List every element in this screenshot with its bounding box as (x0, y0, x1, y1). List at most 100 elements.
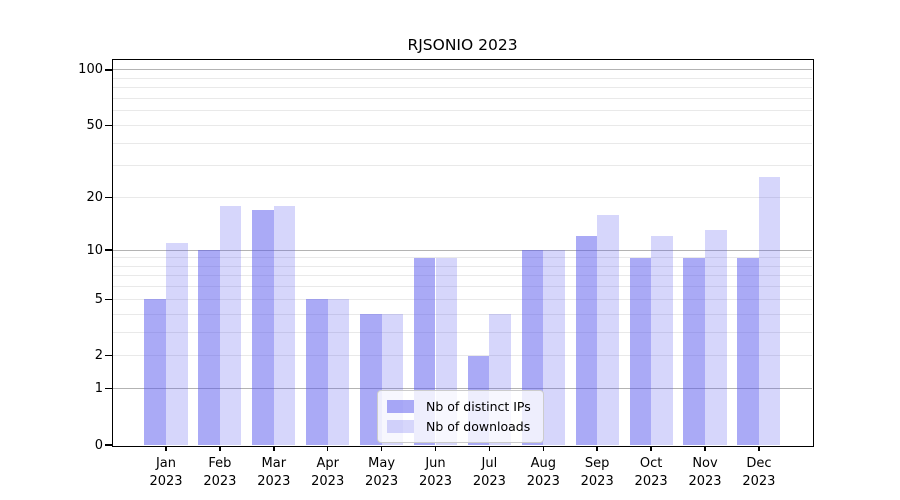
bar-nb-of-distinct-ips-dec (737, 257, 759, 445)
x-tick-year: 2023 (742, 474, 776, 489)
x-tick-mark (758, 446, 760, 451)
x-tick-label: Nov 2023 (675, 455, 735, 491)
minor-gridline (113, 97, 812, 99)
y-tick-mark (105, 298, 112, 301)
bar-nb-of-distinct-ips-feb (198, 250, 220, 445)
bar-nb-of-downloads-jan (166, 243, 188, 445)
x-tick-month: Aug (530, 456, 556, 471)
bar-nb-of-distinct-ips-jan (144, 299, 166, 445)
x-tick-mark (542, 446, 545, 451)
minor-gridline (113, 298, 812, 300)
bar-nb-of-downloads-oct (651, 236, 673, 445)
minor-gridline (113, 331, 812, 333)
bar-nb-of-distinct-ips-sep (575, 236, 598, 445)
x-tick-year: 2023 (257, 474, 291, 489)
y-tick-mark (105, 69, 112, 71)
minor-gridline (113, 124, 812, 126)
x-tick-month: Jun (425, 456, 446, 471)
minor-gridline (113, 110, 812, 112)
x-tick-mark (596, 446, 598, 451)
legend-swatch-distinct-ips (387, 400, 414, 413)
x-tick-mark (488, 446, 491, 451)
bar-nb-of-downloads-dec (758, 177, 781, 445)
y-tick-label: 5 (94, 291, 103, 307)
y-tick-label: 10 (86, 242, 103, 258)
minor-gridline (113, 286, 812, 288)
bar-nb-of-distinct-ips-apr (306, 299, 328, 445)
y-tick-mark (105, 444, 112, 446)
bar-nb-of-distinct-ips-mar (252, 210, 274, 445)
major-gridline (113, 249, 812, 251)
minor-gridline (113, 257, 812, 259)
bar-nb-of-distinct-ips-oct (629, 257, 652, 445)
x-tick-month: May (368, 456, 396, 471)
y-tick-label: 0 (94, 437, 103, 453)
x-tick-month: Jul (481, 456, 498, 471)
y-tick-mark (105, 387, 112, 390)
x-tick-month: Feb (208, 456, 232, 471)
bar-nb-of-distinct-ips-may (360, 314, 382, 445)
chart-title: RJSONIO 2023 (407, 36, 518, 54)
y-tick-label: 20 (86, 190, 103, 205)
minor-gridline (113, 313, 812, 315)
y-tick-label: 2 (94, 348, 103, 364)
y-tick-label: 50 (86, 117, 103, 133)
x-tick-label: Apr 2023 (298, 455, 358, 491)
legend: Nb of distinct IPs Nb of downloads (377, 390, 544, 443)
x-tick-mark (273, 446, 275, 451)
x-tick-label: Sep 2023 (567, 455, 627, 491)
x-tick-month: Nov (692, 456, 718, 471)
bar-nb-of-distinct-ips-nov (683, 257, 705, 445)
bar-nb-of-downloads-aug (543, 250, 565, 445)
y-tick-mark (105, 249, 112, 251)
y-tick-mark (105, 354, 112, 357)
x-tick-year: 2023 (311, 474, 345, 489)
y-tick-mark (105, 124, 112, 127)
x-tick-label: Feb 2023 (190, 455, 250, 491)
plot-area: Jan 2023 Feb 2023 Mar 2023 Apr 2023 May 2023 Jun 20… (78, 58, 814, 489)
x-tick-mark (434, 446, 437, 451)
x-tick-label: Dec 2023 (729, 455, 789, 491)
y-tick-mark (105, 196, 112, 199)
x-tick-label: Jan 2023 (136, 455, 196, 491)
x-tick-month: Oct (639, 456, 663, 471)
legend-label-distinct-ips: Nb of distinct IPs (426, 399, 531, 414)
bar-nb-of-downloads-apr (327, 299, 350, 445)
x-tick-mark (326, 446, 329, 451)
x-tick-year: 2023 (365, 474, 399, 489)
x-tick-year: 2023 (580, 474, 614, 489)
x-tick-year: 2023 (634, 474, 668, 489)
legend-item-distinct-ips: Nb of distinct IPs (387, 398, 534, 415)
x-tick-month: Apr (316, 456, 339, 471)
minor-gridline (113, 355, 812, 357)
legend-item-downloads: Nb of downloads (387, 418, 534, 435)
minor-gridline (113, 165, 812, 167)
minor-gridline (113, 265, 812, 267)
minor-gridline (113, 77, 812, 79)
x-tick-year: 2023 (472, 474, 506, 489)
x-tick-mark (165, 446, 167, 451)
major-gridline (113, 69, 812, 71)
minor-gridline (113, 197, 812, 198)
x-tick-label: Oct 2023 (621, 455, 681, 491)
x-tick-year: 2023 (418, 474, 453, 489)
minor-gridline (113, 87, 812, 89)
x-tick-mark (704, 446, 706, 451)
bar-nb-of-downloads-nov (705, 230, 727, 445)
legend-swatch-downloads (387, 420, 414, 433)
x-tick-month: Dec (746, 456, 772, 471)
x-tick-month: Jan (155, 456, 177, 471)
y-tick-label: 100 (78, 62, 103, 78)
y-tick-label: 1 (94, 381, 103, 397)
x-tick-year: 2023 (203, 474, 237, 489)
x-tick-label: May 2023 (352, 455, 412, 491)
bar-nb-of-downloads-feb (219, 205, 242, 445)
x-tick-mark (219, 446, 221, 451)
x-tick-label: Jul 2023 (459, 455, 519, 491)
x-tick-year: 2023 (526, 474, 560, 489)
x-tick-mark (650, 446, 652, 451)
x-tick-year: 2023 (149, 474, 183, 489)
x-tick-label: Jun 2023 (406, 455, 466, 491)
major-gridline (113, 388, 812, 390)
